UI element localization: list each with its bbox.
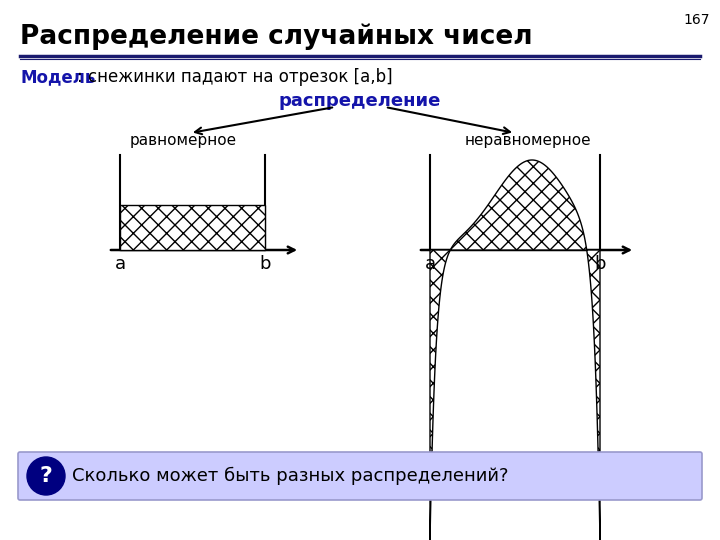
Text: Распределение случайных чисел: Распределение случайных чисел (20, 24, 533, 51)
Text: равномерное: равномерное (130, 133, 237, 148)
FancyBboxPatch shape (18, 452, 702, 500)
Text: b: b (259, 255, 271, 273)
Text: 167: 167 (683, 13, 710, 27)
Text: неравномерное: неравномерное (464, 133, 591, 148)
Text: Модель: Модель (20, 68, 95, 86)
Text: : снежинки падают на отрезок [a,b]: : снежинки падают на отрезок [a,b] (77, 68, 392, 86)
Text: распределение: распределение (279, 92, 441, 110)
Text: b: b (594, 255, 606, 273)
Bar (120, 205, 265, 250)
Text: ?: ? (40, 466, 53, 486)
Circle shape (27, 457, 65, 495)
Text: a: a (424, 255, 436, 273)
Text: a: a (114, 255, 125, 273)
Polygon shape (430, 160, 600, 540)
Text: Сколько может быть разных распределений?: Сколько может быть разных распределений? (72, 467, 508, 485)
